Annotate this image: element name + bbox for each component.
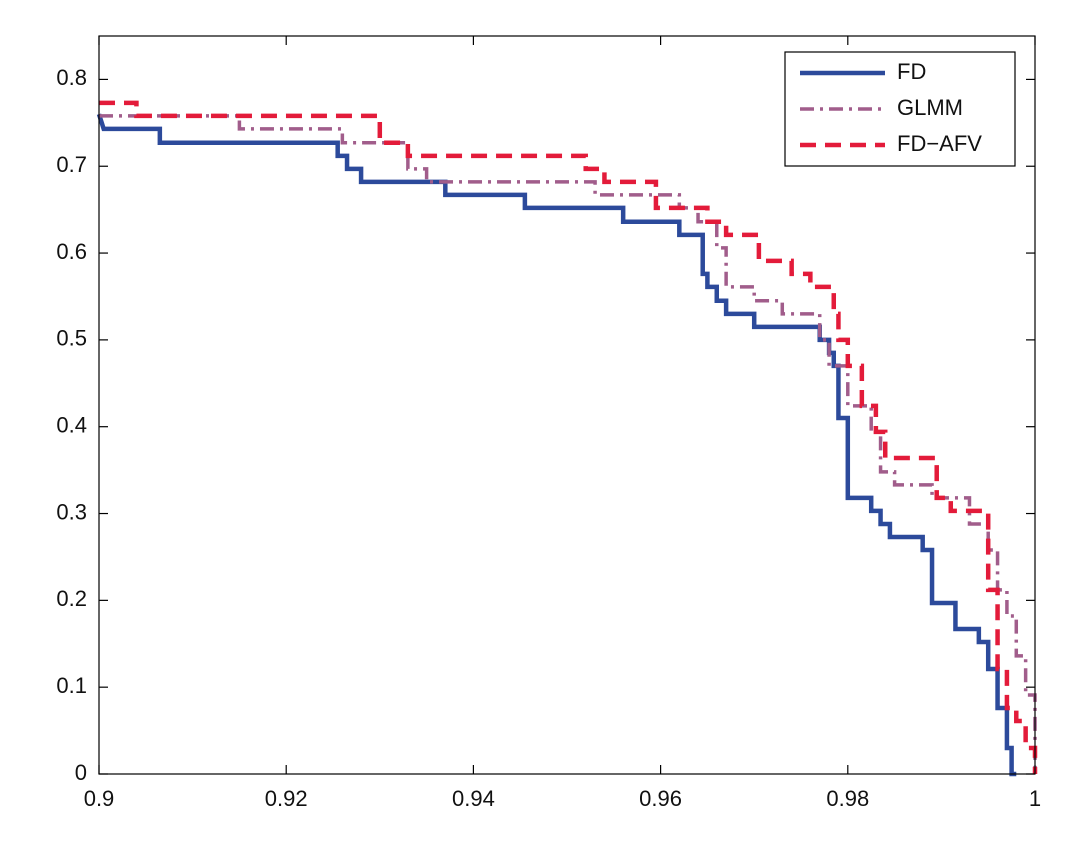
y-tick-label: 0.4: [56, 413, 87, 438]
series-line: [96, 113, 1017, 777]
y-tick-label: 0.3: [56, 499, 87, 524]
y-tick-label: 0.1: [56, 673, 87, 698]
legend-label: GLMM: [897, 95, 963, 120]
y-tick-label: 0: [75, 760, 87, 785]
legend-label: FD−AFV: [897, 131, 982, 156]
x-tick-label: 0.92: [265, 786, 308, 811]
x-tick-label: 0.98: [826, 786, 869, 811]
y-tick-label: 0.5: [56, 326, 87, 351]
series-line: [99, 114, 1037, 774]
y-tick-label: 0.8: [56, 65, 87, 90]
x-tick-label: 1: [1029, 786, 1041, 811]
x-tick-label: 0.94: [452, 786, 495, 811]
legend-label: FD: [897, 59, 926, 84]
y-tick-label: 0.7: [56, 152, 87, 177]
x-tick-label: 0.96: [639, 786, 682, 811]
plot-frame: [98, 35, 1036, 775]
y-tick-label: 0.2: [56, 586, 87, 611]
y-tick-label: 0.6: [56, 239, 87, 264]
x-tick-label: 0.9: [84, 786, 115, 811]
series-line: [99, 100, 1038, 774]
